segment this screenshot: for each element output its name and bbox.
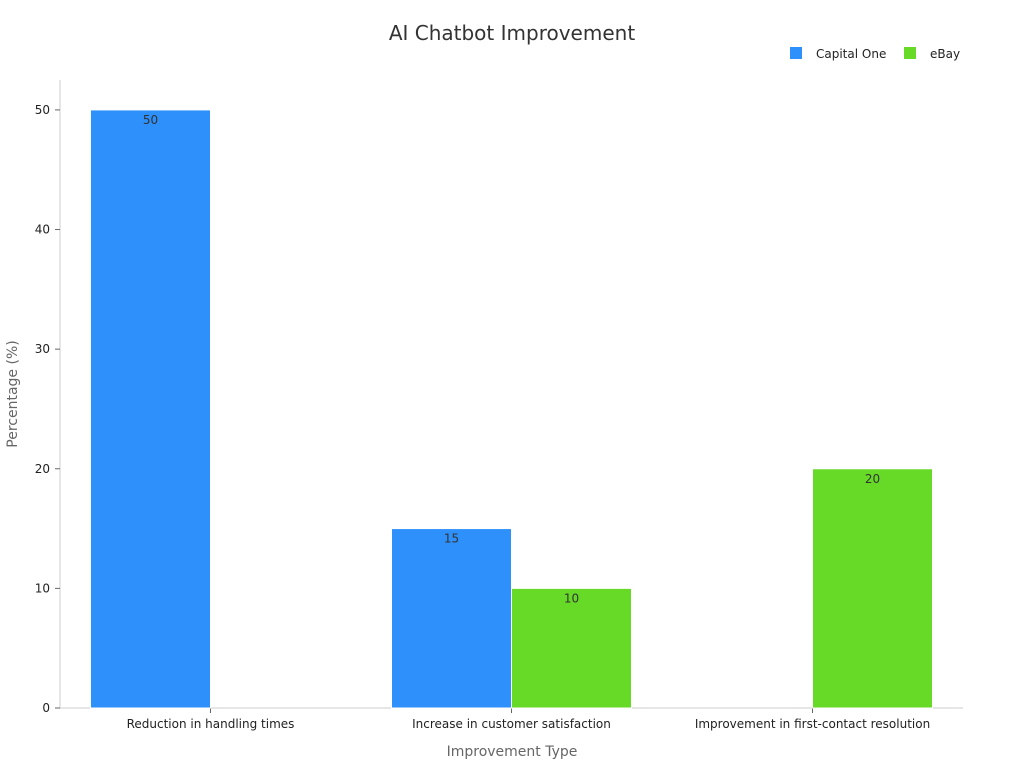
legend: Capital One eBay — [790, 47, 960, 61]
bar-value-label: 50 — [143, 113, 158, 127]
bar-capital-one — [90, 109, 211, 709]
x-tick-label: Increase in customer satisfaction — [412, 717, 611, 731]
bar-value-label: 15 — [444, 532, 459, 546]
x-tick-label: Reduction in handling times — [127, 717, 295, 731]
y-tick-label: 20 — [35, 462, 50, 476]
x-axis-ticks: Reduction in handling times Increase in c… — [127, 708, 930, 731]
bar-value-label: 10 — [564, 591, 579, 605]
y-axis-title: Percentage (%) — [5, 340, 21, 447]
y-tick-label: 0 — [42, 701, 50, 715]
legend-label: Capital One — [816, 47, 886, 61]
y-tick-label: 50 — [35, 103, 50, 117]
legend-swatch — [904, 47, 916, 59]
legend-swatch — [790, 47, 802, 59]
bars — [90, 109, 933, 709]
chart-title: AI Chatbot Improvement — [389, 21, 636, 45]
bar-ebay — [812, 468, 933, 709]
y-tick-label: 40 — [35, 223, 50, 237]
y-axis-ticks: 0 10 20 30 40 50 — [35, 103, 60, 715]
bar-value-label: 20 — [865, 472, 880, 486]
x-tick-label: Improvement in first-contact resolution — [695, 717, 930, 731]
data-labels: 50 15 10 20 — [143, 113, 880, 605]
y-tick-label: 10 — [35, 581, 50, 595]
legend-label: eBay — [930, 47, 960, 61]
bar-capital-one — [391, 528, 512, 709]
x-axis-title: Improvement Type — [447, 744, 578, 760]
y-tick-label: 30 — [35, 342, 50, 356]
bar-ebay — [511, 587, 632, 709]
